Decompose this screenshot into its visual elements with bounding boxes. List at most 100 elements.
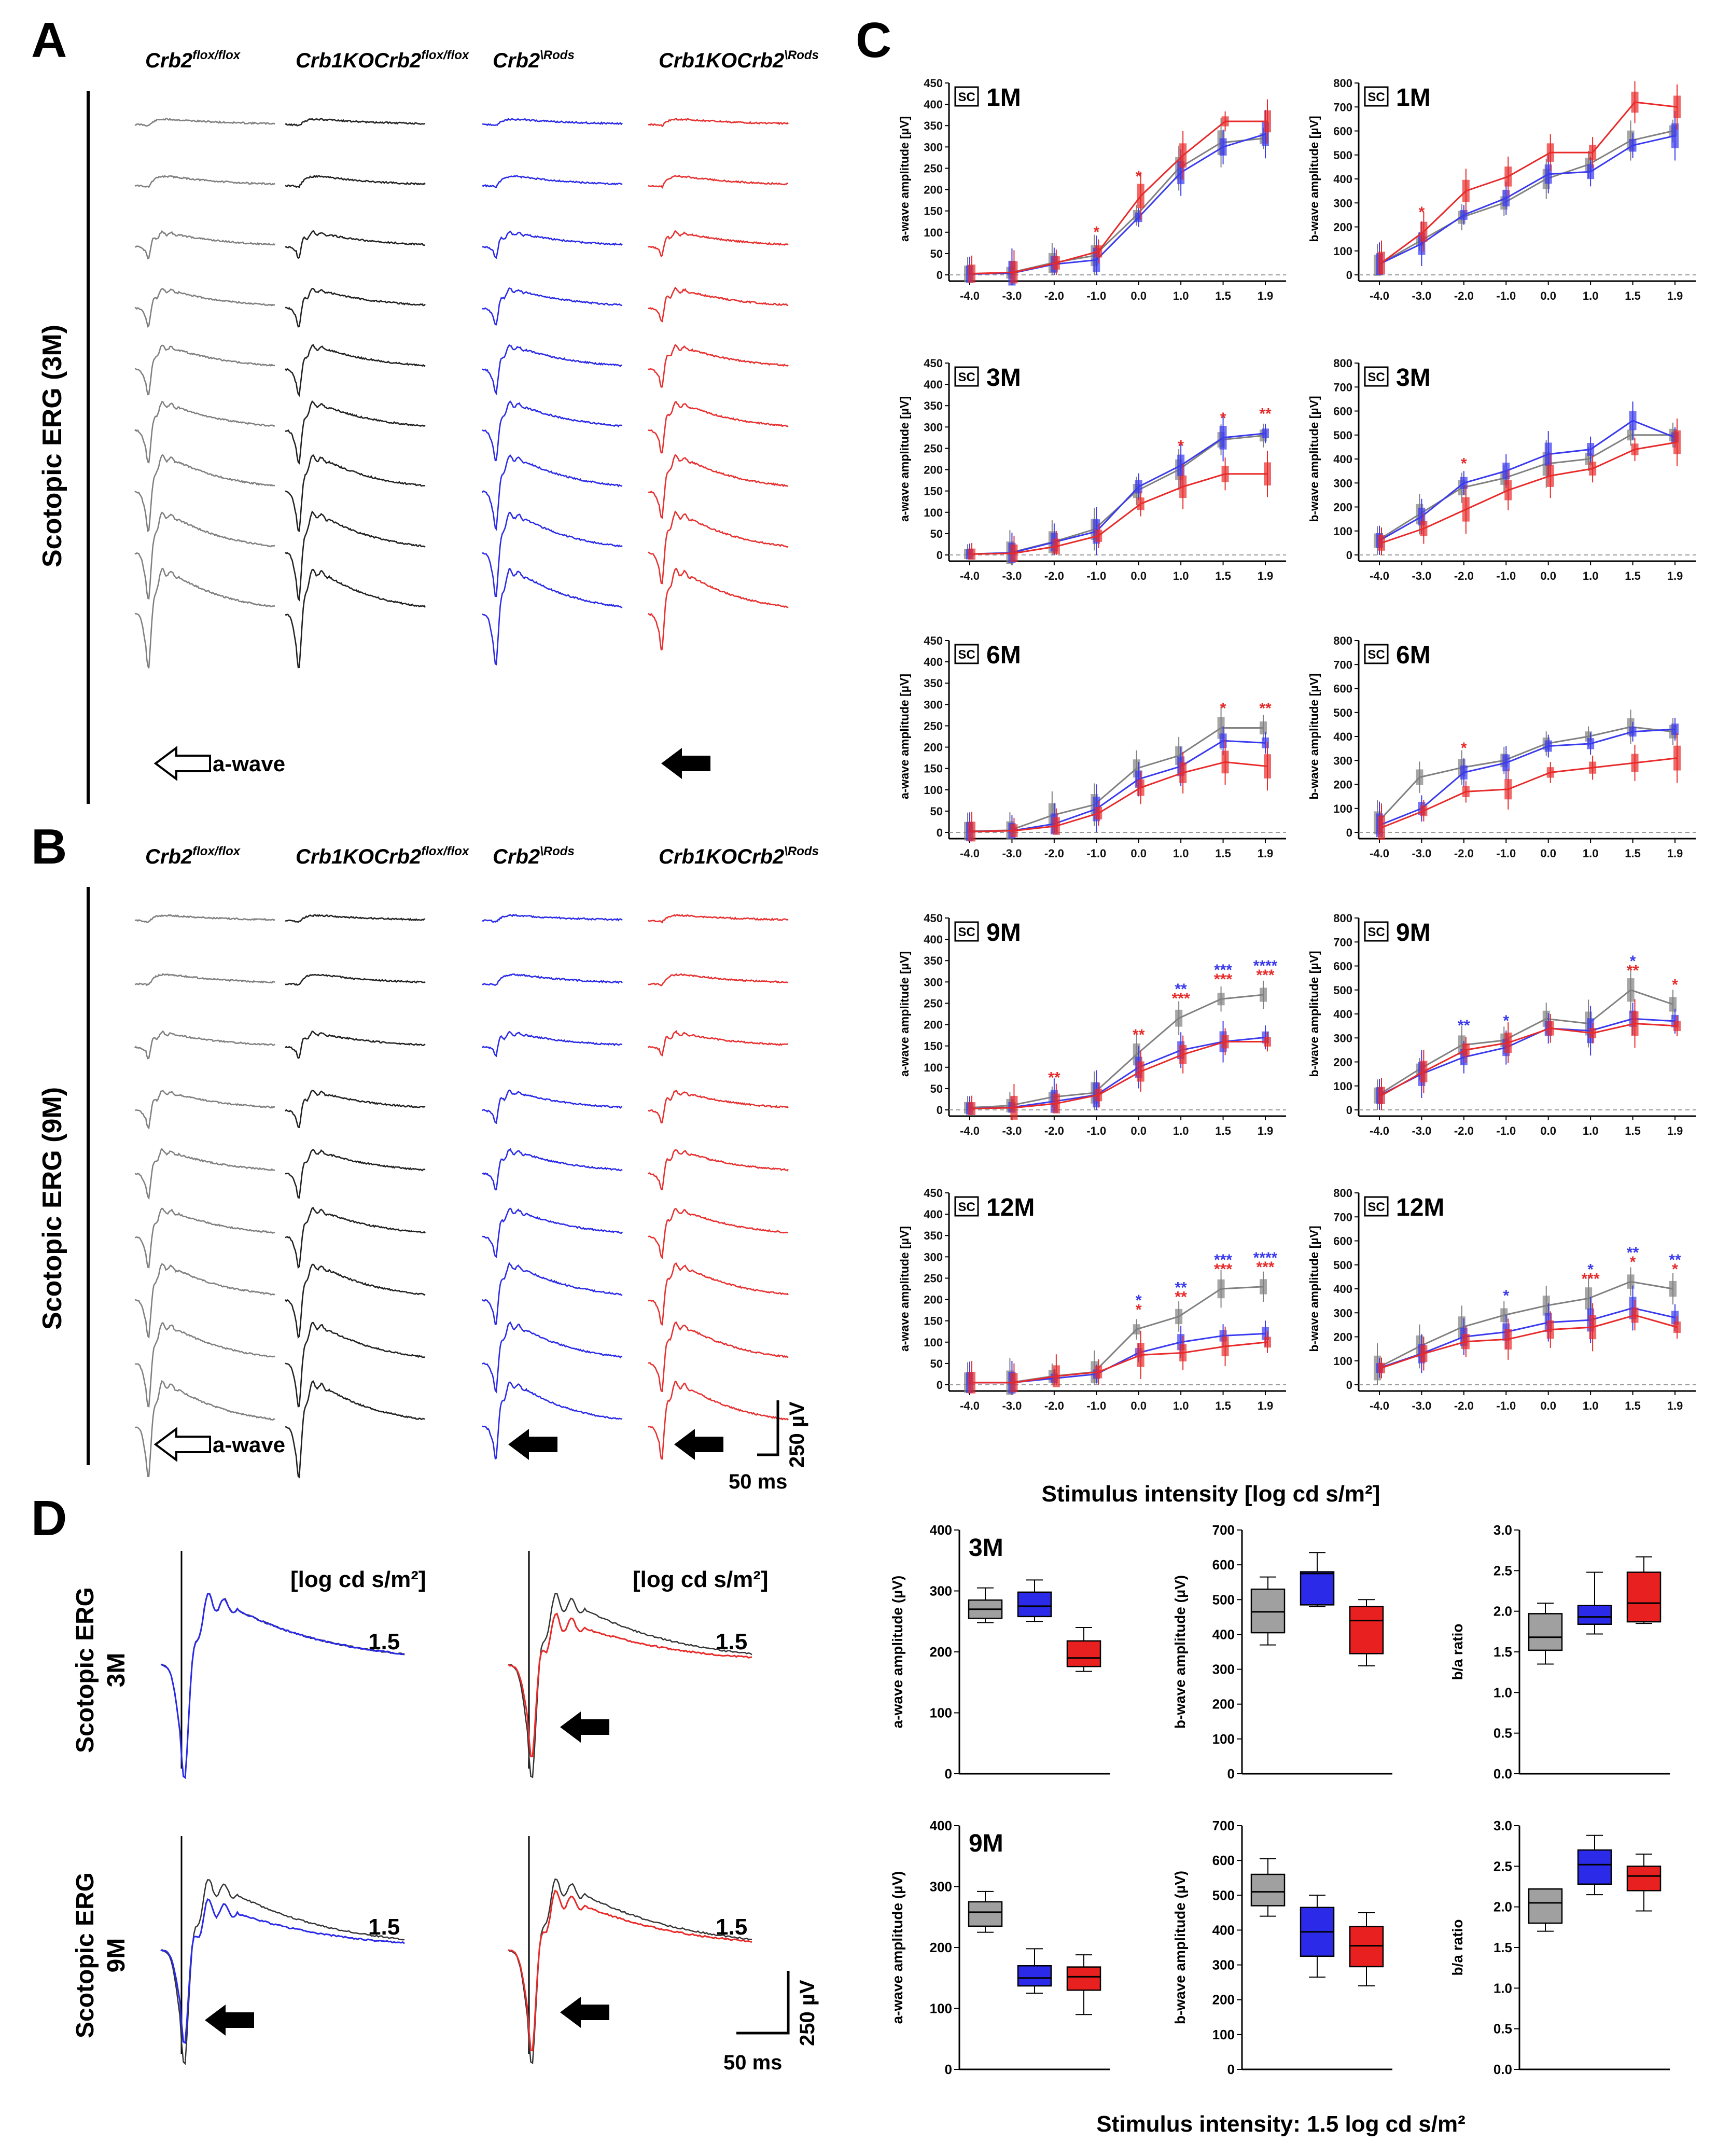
panel-b-arrow-icon	[508, 1429, 557, 1460]
panel-a-trace	[285, 400, 426, 465]
x-tick-label: -1.0	[1496, 569, 1516, 582]
x-tick-label: -1.0	[1496, 1124, 1516, 1137]
y-axis-label: a-wave amplitude (µV)	[889, 1871, 905, 2024]
panel-a-trace	[134, 344, 275, 396]
y-tick-label: 150	[924, 1315, 943, 1328]
y-tick-label: 450	[924, 1187, 943, 1200]
y-tick-label: 500	[1333, 984, 1352, 997]
genotype-superscript: \Rods	[540, 48, 575, 62]
y-tick-label: 350	[924, 399, 943, 412]
y-tick-label: 50	[930, 1082, 943, 1095]
panel-d-x-caption: Stimulus intensity: 1.5 log cd s/m²	[1096, 2111, 1465, 2137]
x-tick-label: 0.0	[1540, 1124, 1556, 1137]
chart-title: 6M	[1396, 642, 1431, 669]
line-chart-9m-a-wave: 0 50 100 150 200 250 300 350 400 450 -4.0 -3.0 -2.0 -…	[898, 912, 1286, 1137]
x-tick-label: 1.9	[1258, 847, 1274, 860]
x-tick-label: 0.0	[1130, 569, 1147, 582]
y-tick-label: 450	[924, 634, 943, 647]
y-tick-label: 250	[924, 997, 943, 1010]
series-line	[967, 994, 1264, 1109]
panel-a-trace	[285, 174, 426, 188]
significance-mark: *	[1672, 977, 1678, 994]
panel-letter-d: D	[31, 1491, 67, 1546]
significance-mark: *	[1220, 700, 1226, 717]
panel-b-trace	[284, 1263, 426, 1339]
y-tick-label: 400	[1333, 730, 1352, 743]
x-tick-label: 1.5	[1625, 847, 1641, 860]
y-axis-label: a-wave amplitude [µV]	[898, 396, 911, 522]
chart-title: 12M	[986, 1194, 1035, 1221]
y-tick-label: 300	[1212, 1662, 1235, 1677]
y-tick-label: 200	[1212, 1992, 1235, 2008]
panel-a-trace	[482, 230, 623, 259]
y-tick-label: 0	[1227, 1766, 1235, 1782]
significance-mark: *	[1136, 1292, 1142, 1309]
x-tick-label: -2.0	[1044, 1399, 1064, 1412]
x-tick-label: -3.0	[1002, 569, 1022, 582]
box	[1577, 1849, 1612, 1885]
y-tick-label: 700	[1333, 381, 1352, 394]
sc-badge-label: SC	[958, 1200, 975, 1214]
panel-d-row-label-line2: 3M	[103, 1653, 130, 1688]
y-tick-label: 0	[1346, 549, 1352, 562]
y-tick-label: 0	[1346, 1379, 1352, 1392]
series-line	[1377, 1281, 1673, 1369]
y-tick-label: 200	[924, 464, 943, 477]
panel-b-trace	[648, 1089, 789, 1124]
x-tick-label: 1.5	[1215, 289, 1231, 302]
y-tick-label: 0	[1227, 2062, 1235, 2077]
panel-a-trace	[285, 118, 426, 127]
panel-b-trace	[482, 973, 623, 986]
x-tick-label: 1.9	[1258, 289, 1274, 302]
box	[1528, 1613, 1563, 1651]
significance-mark: ***	[1256, 1259, 1274, 1276]
panel-b-column-title-1: Crb2flox/flox	[145, 844, 241, 868]
panel-a-trace	[284, 344, 426, 397]
y-tick-label: 2.5	[1493, 1858, 1512, 1874]
panel-b-trace	[648, 1380, 789, 1460]
y-tick-label: 300	[1333, 197, 1352, 210]
y-tick-label: 250	[924, 442, 943, 455]
y-axis-label: b-wave amplitude (µV)	[1172, 1871, 1188, 2024]
y-tick-label: 300	[924, 698, 943, 711]
panel-a-trace	[134, 401, 275, 464]
data-point	[1262, 428, 1269, 439]
sc-badge-label: SC	[958, 925, 975, 939]
panel-b-trace	[481, 1261, 623, 1326]
y-tick-label: 200	[1212, 1696, 1235, 1712]
significance-mark: **	[1669, 1251, 1681, 1269]
y-axis-label: a-wave amplitude [µV]	[898, 1226, 911, 1352]
panel-a-trace	[648, 344, 789, 388]
significance-mark: *	[1630, 953, 1636, 970]
y-tick-label: 600	[1333, 125, 1352, 138]
panel-b-trace	[647, 1030, 789, 1056]
chart-title: 9M	[986, 919, 1021, 947]
sc-badge-label: SC	[1367, 1200, 1385, 1214]
panel-letter-b: B	[31, 819, 67, 874]
y-axis-label: b/a ratio	[1449, 1624, 1465, 1680]
panel-a-trace	[482, 287, 623, 326]
y-tick-label: 800	[1333, 1187, 1352, 1200]
panel-d-3m-left-control-trace	[160, 1593, 405, 1779]
x-tick-label: -2.0	[1044, 289, 1064, 302]
panel-a-trace	[648, 567, 789, 651]
y-tick-label: 250	[924, 162, 943, 175]
sc-badge	[954, 1196, 979, 1217]
sc-badge	[954, 86, 979, 107]
y-axis-label: b-wave amplitude (µV)	[1172, 1575, 1188, 1729]
panel-d-3m-arrow-icon	[560, 1712, 609, 1743]
panel-b-scale-time: 50 ms	[729, 1470, 787, 1493]
significance-mark: ***	[1256, 967, 1274, 984]
y-tick-label: 0.0	[1493, 1766, 1512, 1782]
y-tick-label: 2.0	[1493, 1899, 1512, 1915]
box	[1017, 1591, 1052, 1618]
genotype-name: Crb2	[493, 845, 540, 868]
x-tick-label: -4.0	[1370, 847, 1389, 860]
y-tick-label: 200	[1333, 778, 1352, 791]
series-line	[1379, 728, 1676, 826]
panel-b-trace	[482, 1207, 623, 1258]
series-line	[1381, 101, 1678, 264]
box-plot-9m-2: 0 100 200 300 400 500 600 700 b-wave amplitude (…	[1172, 1818, 1392, 2077]
line-chart-1m-b-wave: 0 100 200 300 400 500 600 700 800 -4.0 -3.0 -2.0 -1.…	[1307, 77, 1696, 302]
y-tick-label: 0	[937, 826, 943, 839]
